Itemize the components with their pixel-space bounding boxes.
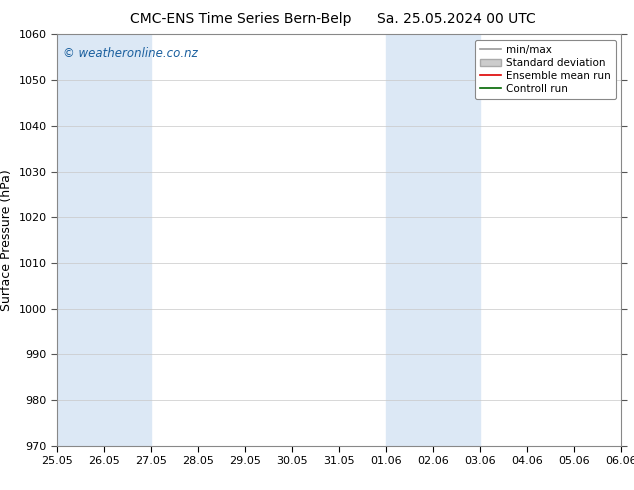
Y-axis label: Surface Pressure (hPa): Surface Pressure (hPa) xyxy=(0,169,13,311)
Text: CMC-ENS Time Series Bern-Belp: CMC-ENS Time Series Bern-Belp xyxy=(130,12,352,26)
Bar xyxy=(57,34,151,446)
Bar xyxy=(386,34,481,446)
Text: Sa. 25.05.2024 00 UTC: Sa. 25.05.2024 00 UTC xyxy=(377,12,536,26)
Text: © weatheronline.co.nz: © weatheronline.co.nz xyxy=(63,47,197,60)
Legend: min/max, Standard deviation, Ensemble mean run, Controll run: min/max, Standard deviation, Ensemble me… xyxy=(475,40,616,99)
